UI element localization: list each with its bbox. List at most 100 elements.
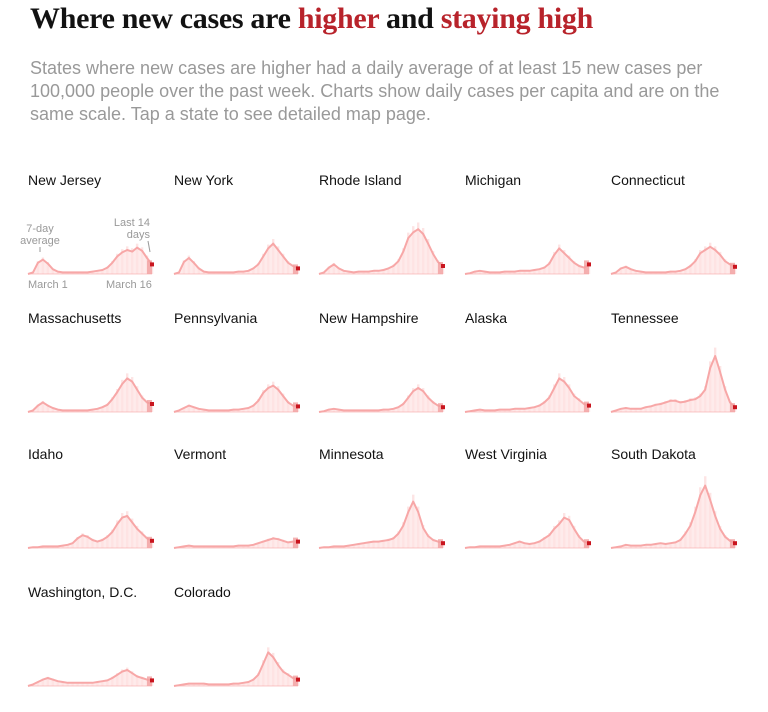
seven-day-average-line [318,228,444,275]
daily-bar [150,402,154,412]
average-area [174,385,298,412]
state-panel-new-york[interactable]: New York [173,172,306,300]
state-panel-west-virginia[interactable]: West Virginia [464,446,597,574]
latest-value-marker [296,404,300,409]
last-14-days-band [584,401,589,412]
state-name[interactable]: Colorado [174,584,231,600]
state-chart [318,222,445,275]
state-panel-idaho[interactable]: Idaho [27,446,160,574]
last-14-days-band [438,403,443,412]
state-panel-pennsylvania[interactable]: Pennsylvania [173,310,306,438]
state-name[interactable]: Connecticut [611,172,685,188]
latest-value-marker [733,541,737,546]
last-14-days-band [147,676,152,686]
state-chart [464,513,591,549]
state-name[interactable]: Pennsylvania [174,310,258,326]
daily-bar [150,262,154,274]
average-area [465,248,589,274]
seven-day-average-line [610,355,736,413]
seven-day-average-line [318,387,444,413]
state-name[interactable]: Washington, D.C. [28,584,138,600]
latest-value-marker [441,264,445,268]
latest-value-marker [296,266,300,271]
state-panel-tennessee[interactable]: Tennessee [610,310,743,438]
state-panel-new-hampshire[interactable]: New Hampshire [318,310,451,438]
state-panel-michigan[interactable]: Michigan [464,172,597,300]
state-panel-rhode-island[interactable]: Rhode Island [318,172,451,300]
state-name[interactable]: Minnesota [319,446,384,462]
latest-value-marker [587,262,591,267]
state-chart [610,476,737,549]
state-name[interactable]: Idaho [28,446,64,462]
state-chart [318,384,445,413]
latest-value-marker [587,403,591,408]
annotation-last14-pointer [147,240,151,253]
x-label-end: March 16 [106,279,152,291]
average-area [319,501,443,548]
seven-day-average-line [173,384,299,413]
state-panel-vermont[interactable]: Vermont [173,446,306,574]
last-14-days-band [584,539,589,548]
state-panel-colorado[interactable]: Colorado [173,584,306,712]
state-chart [464,244,591,275]
seven-day-average-line [27,246,153,275]
latest-value-marker [296,677,300,682]
state-name[interactable]: New Jersey [28,172,102,188]
latest-value-marker [733,264,737,269]
state-name[interactable]: South Dakota [611,446,696,462]
state-name[interactable]: Massachusetts [28,310,122,326]
state-name[interactable]: West Virginia [465,446,547,462]
state-panel-alaska[interactable]: Alaska [464,310,597,438]
state-panel-south-dakota[interactable]: South Dakota [610,446,743,574]
last-14-days-band [730,539,735,548]
state-panel-massachusetts[interactable]: Massachusetts [27,310,160,438]
seven-day-average-line [610,484,736,549]
state-name[interactable]: Tennessee [611,310,679,326]
state-chart [173,647,300,687]
headline-highlight-staying-high: staying high [440,2,594,35]
latest-value-marker [296,539,300,544]
state-panel-washington-d-c[interactable]: Washington, D.C. [27,584,160,712]
latest-value-marker [441,541,445,546]
latest-value-marker [150,262,154,267]
state-name[interactable]: New York [174,172,234,188]
state-panel-minnesota[interactable]: Minnesota [318,446,451,574]
average-area [174,243,298,274]
state-chart [27,667,154,687]
last-14-days-band [438,539,443,548]
last-14-days-band [584,260,589,274]
last-14-days-band [730,262,735,274]
latest-value-marker [150,538,154,543]
seven-day-average-line [318,500,444,549]
state-name[interactable]: Michigan [465,172,522,188]
annotation-last14-line2: days [127,229,151,241]
state-panel-connecticut[interactable]: Connecticut [610,172,743,300]
average-area [28,516,152,548]
state-chart [318,494,445,549]
state-chart [464,373,591,413]
seven-day-average-line [27,669,153,687]
state-name[interactable]: Alaska [465,310,508,326]
state-name[interactable]: Rhode Island [319,172,402,188]
state-chart [27,511,154,549]
latest-value-marker [150,678,154,683]
average-area [174,652,298,686]
state-chart [610,242,737,275]
daily-bar [150,539,154,548]
seven-day-average-line [610,245,736,275]
last-14-days-band [147,400,152,412]
state-panel-new-jersey[interactable]: New Jersey 7-day average Last 14 days March 1… [20,172,160,300]
last-14-days-band [147,260,152,274]
last-14-days-band [293,537,298,548]
last-14-days-band [438,262,443,274]
state-name[interactable]: New Hampshire [319,310,419,326]
seven-day-average-line [173,651,299,687]
latest-value-marker [733,405,737,410]
seven-day-average-line [27,377,153,413]
average-area [611,246,735,274]
latest-value-marker [587,541,591,546]
average-area [465,378,589,412]
last-14-days-band [730,403,735,412]
state-name[interactable]: Vermont [174,446,227,462]
